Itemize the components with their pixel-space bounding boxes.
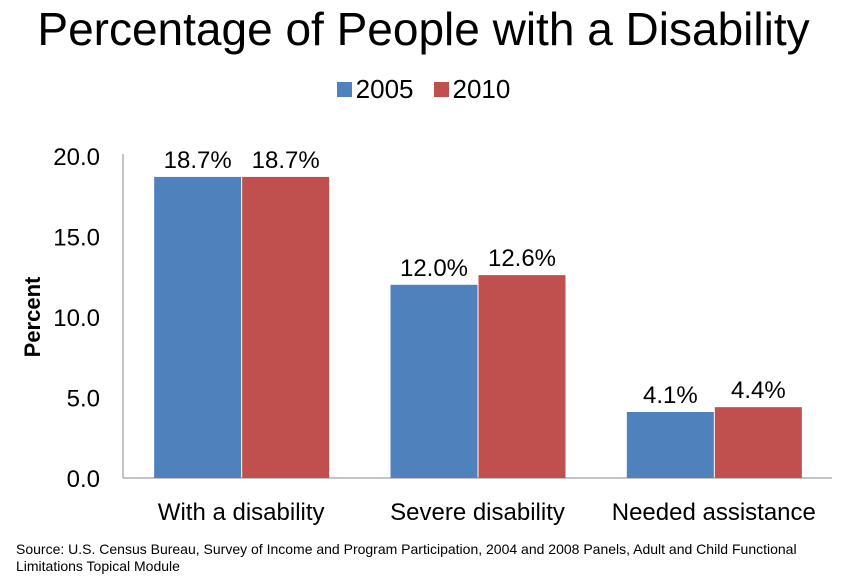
bar-2010 <box>242 176 330 478</box>
data-label: 12.0% <box>400 255 468 282</box>
legend-item-2010: 2010 <box>433 74 511 105</box>
legend-label-2010: 2010 <box>452 74 511 104</box>
legend-item-2005: 2005 <box>336 74 414 105</box>
y-tick-label: 15.0 <box>53 225 100 252</box>
y-tick-label: 5.0 <box>67 386 100 413</box>
y-tick-label: 20.0 <box>53 144 100 171</box>
y-axis-label: Percent <box>20 276 45 357</box>
legend: 2005 2010 <box>0 74 847 105</box>
x-tick-label: With a disability <box>158 499 325 526</box>
legend-swatch-2010 <box>433 82 449 97</box>
data-label: 18.7% <box>252 147 320 174</box>
x-tick-label: Severe disability <box>390 499 565 526</box>
x-tick-label: Needed assistance <box>612 499 816 526</box>
bar-2010 <box>478 275 566 478</box>
data-label: 18.7% <box>164 147 232 174</box>
bar-2005 <box>154 176 242 478</box>
source-note: Source: U.S. Census Bureau, Survey of In… <box>16 541 797 574</box>
legend-swatch-2005 <box>336 82 352 97</box>
legend-label-2005: 2005 <box>355 74 414 104</box>
bar-2005 <box>626 411 714 478</box>
data-label: 12.6% <box>488 245 556 272</box>
bar-2010 <box>714 407 802 478</box>
y-tick-label: 10.0 <box>53 305 100 332</box>
y-tick-label: 0.0 <box>67 466 100 493</box>
data-label: 4.4% <box>731 377 786 404</box>
bar-2005 <box>390 284 478 478</box>
data-label: 4.1% <box>643 382 698 409</box>
chart-title: Percentage of People with a Disability <box>37 3 810 55</box>
